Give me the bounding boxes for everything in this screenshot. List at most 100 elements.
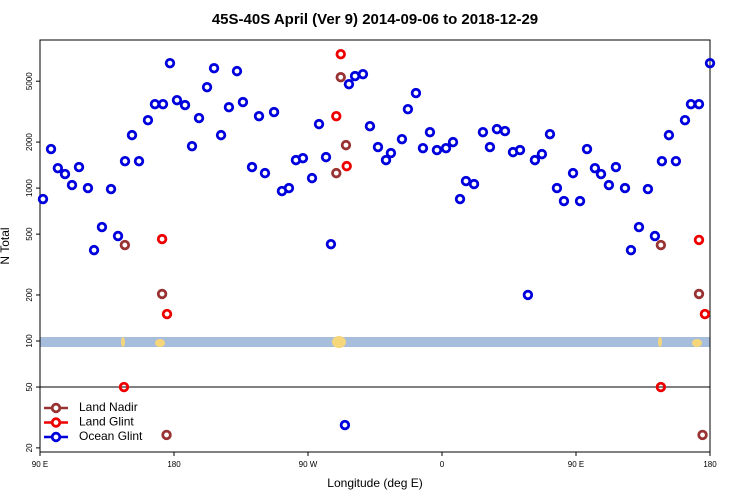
point [685, 98, 697, 110]
point [246, 161, 258, 173]
point [45, 143, 57, 155]
point [574, 195, 586, 207]
point [340, 139, 352, 151]
point [331, 110, 342, 122]
y-tick-label: 2000 [25, 133, 34, 151]
point [529, 154, 541, 166]
point [283, 182, 295, 194]
point [186, 140, 198, 152]
point [567, 167, 579, 179]
y-tick-label: 5000 [25, 72, 34, 90]
point [96, 221, 108, 233]
point [663, 129, 675, 141]
point [82, 182, 94, 194]
point [297, 152, 309, 164]
legend-label: Ocean Glint [79, 429, 143, 443]
point [693, 288, 705, 300]
point [454, 193, 466, 205]
point [514, 144, 526, 156]
point [558, 195, 570, 207]
point [610, 161, 622, 173]
x-tick-label: 90 E [32, 460, 48, 469]
point [679, 114, 691, 126]
chart-title: 45S-40S April (Ver 9) 2014-09-06 to 2018… [212, 11, 538, 28]
point [484, 141, 496, 153]
point [581, 143, 593, 155]
point [655, 381, 667, 393]
point [157, 98, 169, 110]
point [215, 129, 227, 141]
point [164, 57, 176, 69]
point [161, 308, 173, 320]
point [402, 104, 414, 115]
y-tick-label: 50 [25, 382, 34, 391]
ocean-band [40, 337, 710, 347]
x-axis-label: Longitude (deg E) [327, 476, 422, 490]
point [237, 96, 249, 108]
point [88, 244, 100, 256]
point [208, 63, 220, 74]
point [343, 79, 355, 90]
land-patch [692, 339, 702, 347]
x-tick-label: 180 [703, 460, 717, 469]
point [372, 141, 384, 153]
legend-marker [50, 417, 62, 428]
y-tick-label: 20 [25, 443, 34, 452]
point [396, 133, 408, 145]
x-tick-label: 90 E [568, 460, 584, 469]
point [179, 99, 191, 111]
point [223, 102, 235, 113]
point [59, 168, 71, 180]
point [522, 289, 534, 301]
point [699, 308, 711, 320]
point [544, 128, 556, 140]
point [536, 148, 548, 160]
point [171, 94, 183, 106]
y-tick-label: 200 [25, 288, 34, 302]
y-tick-label: 1000 [25, 179, 34, 197]
point [341, 160, 352, 172]
x-tick-label: 90 W [299, 460, 318, 469]
land-patch [155, 339, 165, 347]
point [424, 127, 436, 138]
point [468, 178, 480, 190]
point [349, 70, 361, 82]
point [447, 136, 459, 148]
point [119, 239, 131, 251]
point [670, 155, 682, 167]
point [697, 429, 708, 441]
land-patch [332, 336, 346, 348]
point [339, 419, 351, 431]
point [491, 123, 503, 135]
point [37, 193, 49, 205]
point [335, 48, 346, 60]
point [499, 125, 511, 137]
point [410, 87, 422, 99]
legend-marker [50, 402, 62, 414]
point [380, 154, 392, 166]
point [595, 168, 607, 180]
point [313, 118, 325, 130]
y-tick-label: 100 [25, 334, 34, 348]
point [655, 239, 667, 251]
point [142, 114, 154, 126]
point [603, 179, 615, 191]
plot-frame [39, 39, 711, 453]
point [704, 57, 716, 69]
y-axis-label: N Total [0, 227, 12, 264]
point [417, 142, 429, 154]
x-tick-label: 0 [440, 460, 445, 469]
point [385, 147, 397, 159]
point [589, 162, 601, 174]
y-tick-label: 500 [25, 227, 34, 241]
point [693, 234, 705, 246]
point [119, 155, 131, 167]
point [268, 106, 280, 118]
legend-label: Land Glint [79, 415, 134, 429]
point [335, 72, 346, 83]
point [460, 175, 472, 187]
legend-marker [50, 431, 62, 443]
point [52, 162, 64, 174]
point [105, 183, 117, 195]
